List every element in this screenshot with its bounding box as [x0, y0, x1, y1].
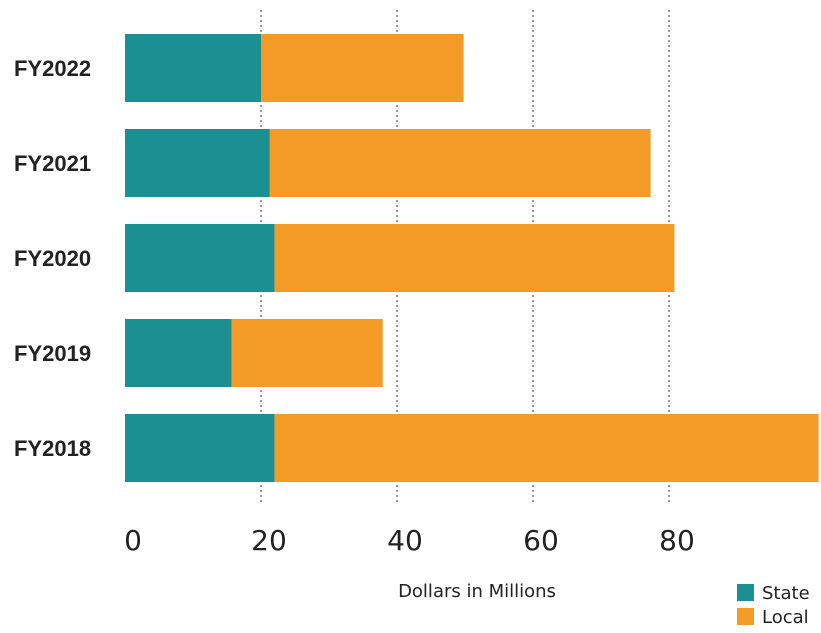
legend-swatch-state: [737, 584, 754, 601]
bar-fy2018-state: [125, 414, 275, 482]
bar-fy2020-state: [125, 224, 275, 292]
x-tick-label-60: 60: [523, 524, 559, 557]
bar-fy2020-local: [274, 224, 675, 292]
category-labels: FY2022 FY2021 FY2020 FY2019 FY2018: [14, 56, 91, 461]
bar-fy2018-local: [274, 414, 819, 482]
legend-swatch-local: [737, 608, 754, 625]
x-tick-labels: 0 20 40 60 80: [124, 524, 695, 557]
x-axis-title: Dollars in Millions: [398, 581, 556, 602]
x-tick-label-20: 20: [251, 524, 287, 557]
category-label-fy2020: FY2020: [14, 246, 91, 271]
bar-fy2021-state: [125, 129, 270, 197]
x-tick-label-80: 80: [659, 524, 695, 557]
bar-fy2019-local: [231, 319, 383, 387]
category-label-fy2021: FY2021: [14, 151, 91, 176]
x-tick-label-0: 0: [124, 524, 142, 557]
category-label-fy2019: FY2019: [14, 341, 91, 366]
legend: State Local: [737, 583, 810, 628]
bar-fy2022-local: [261, 34, 464, 102]
bars: [125, 34, 819, 482]
bar-fy2022-state: [125, 34, 261, 102]
category-label-fy2018: FY2018: [14, 436, 91, 461]
x-tick-label-40: 40: [387, 524, 423, 557]
bar-fy2021-local: [269, 129, 651, 197]
bar-fy2019-state: [125, 319, 232, 387]
legend-label-state: State: [762, 583, 810, 604]
category-label-fy2022: FY2022: [14, 56, 91, 81]
legend-label-local: Local: [762, 607, 809, 628]
